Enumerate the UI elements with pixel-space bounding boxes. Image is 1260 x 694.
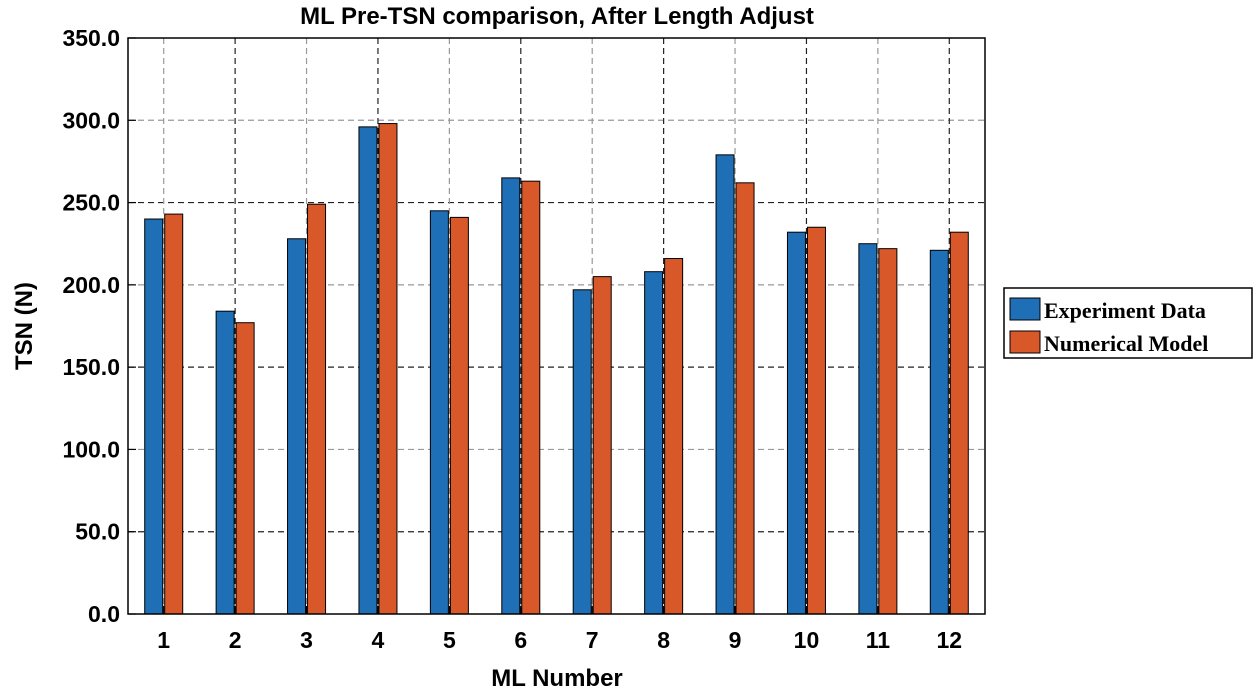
bar-experiment xyxy=(429,210,449,615)
bar-numerical xyxy=(449,216,469,615)
x-axis-ticks: 1 2 3 4 5 6 7 8 9 10 11 12 xyxy=(157,606,962,653)
bar-experiment xyxy=(144,218,164,615)
x-tick-label: 1 xyxy=(157,627,170,653)
bar-numerical xyxy=(735,182,755,615)
legend-label-experiment: Experiment Data xyxy=(1044,298,1206,323)
bar-experiment xyxy=(644,271,664,615)
y-axis-ticks: 0.0 50.0 100.0 150.0 200.0 250.0 300.0 350.0 xyxy=(62,25,136,627)
y-tick-label: 200.0 xyxy=(62,272,120,298)
bar-experiment xyxy=(786,231,806,615)
x-tick-label: 11 xyxy=(866,627,891,653)
x-tick-label: 3 xyxy=(300,627,313,653)
x-tick-label: 2 xyxy=(229,627,242,653)
x-tick-label: 8 xyxy=(657,627,670,653)
bar-experiment xyxy=(358,126,378,615)
x-tick-label: 9 xyxy=(729,627,742,653)
bar-numerical xyxy=(806,226,826,615)
bar-numerical xyxy=(592,276,612,615)
bar-experiment xyxy=(929,249,949,615)
grid-lines xyxy=(128,38,985,614)
x-tick-label: 6 xyxy=(514,627,527,653)
y-axis-label: TSN (N) xyxy=(11,282,38,370)
bar-numerical xyxy=(949,231,969,615)
y-tick-label: 100.0 xyxy=(62,436,120,462)
bar-numerical xyxy=(164,213,184,615)
bar-experiment xyxy=(287,238,307,615)
legend: Experiment Data Numerical Model xyxy=(1003,287,1253,359)
y-tick-label: 150.0 xyxy=(62,354,120,380)
x-tick-label: 10 xyxy=(794,627,820,653)
bar-experiment xyxy=(715,154,735,615)
bar-numerical xyxy=(307,203,327,615)
bar-experiment xyxy=(501,177,521,615)
chart-title: ML Pre-TSN comparison, After Length Adju… xyxy=(300,3,814,30)
y-tick-label: 250.0 xyxy=(62,190,120,216)
y-tick-label: 350.0 xyxy=(62,25,120,51)
bar-numerical xyxy=(521,180,541,615)
plot-frame xyxy=(127,37,986,615)
y-tick-label: 300.0 xyxy=(62,107,120,133)
legend-label-numerical: Numerical Model xyxy=(1044,331,1208,356)
bar-experiment xyxy=(858,243,878,615)
bar-numerical xyxy=(235,322,255,615)
x-tick-label: 7 xyxy=(586,627,599,653)
x-tick-label: 4 xyxy=(372,627,385,653)
bar-experiment xyxy=(572,289,592,615)
legend-swatch-numerical xyxy=(1009,330,1041,354)
y-tick-label: 0.0 xyxy=(88,601,120,627)
legend-box xyxy=(1003,287,1253,359)
legend-swatch-experiment xyxy=(1009,297,1041,321)
x-tick-label: 12 xyxy=(936,627,962,653)
bar-experiment xyxy=(215,310,235,615)
bars xyxy=(144,123,969,615)
bar-numerical xyxy=(378,123,398,615)
x-axis-label: ML Number xyxy=(491,665,623,692)
bar-numerical xyxy=(878,248,898,615)
bar-numerical xyxy=(664,258,684,615)
y-tick-label: 50.0 xyxy=(75,519,120,545)
x-tick-label: 5 xyxy=(443,627,456,653)
